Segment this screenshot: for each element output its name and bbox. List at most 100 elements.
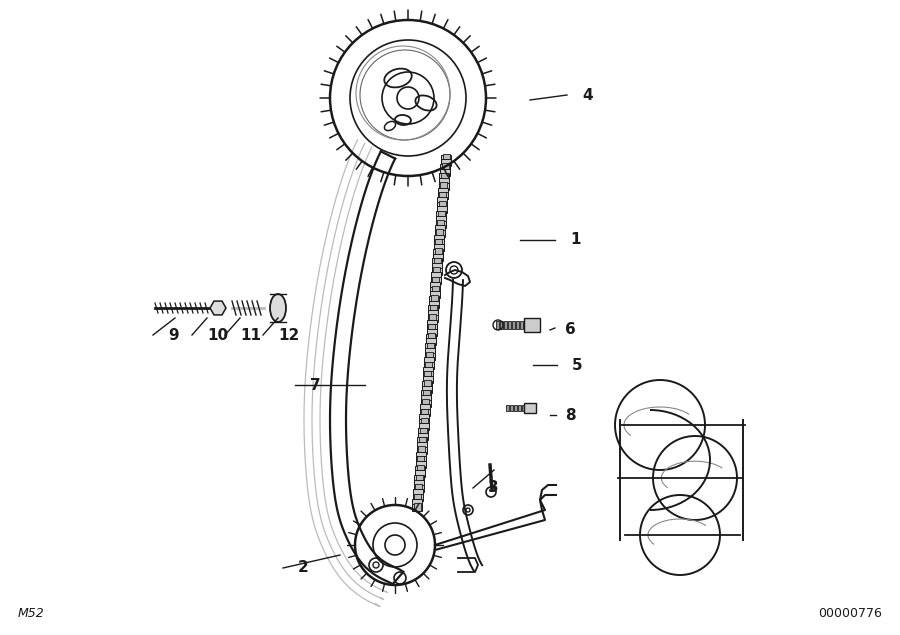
FancyBboxPatch shape: [514, 405, 517, 411]
FancyBboxPatch shape: [422, 399, 429, 407]
FancyBboxPatch shape: [437, 202, 447, 209]
FancyBboxPatch shape: [524, 321, 527, 329]
FancyBboxPatch shape: [431, 286, 438, 294]
FancyBboxPatch shape: [414, 493, 421, 502]
FancyBboxPatch shape: [439, 192, 446, 200]
Text: 8: 8: [565, 408, 576, 422]
FancyBboxPatch shape: [415, 484, 422, 492]
FancyBboxPatch shape: [434, 239, 444, 246]
FancyBboxPatch shape: [432, 277, 439, 284]
FancyBboxPatch shape: [430, 286, 440, 293]
FancyBboxPatch shape: [416, 461, 426, 468]
FancyBboxPatch shape: [419, 427, 427, 436]
FancyBboxPatch shape: [426, 334, 436, 341]
FancyBboxPatch shape: [425, 348, 435, 355]
FancyBboxPatch shape: [439, 178, 449, 185]
FancyBboxPatch shape: [416, 457, 426, 464]
FancyBboxPatch shape: [417, 465, 424, 473]
FancyBboxPatch shape: [520, 321, 523, 329]
FancyBboxPatch shape: [427, 324, 436, 331]
FancyBboxPatch shape: [441, 159, 451, 166]
FancyBboxPatch shape: [436, 206, 446, 213]
FancyBboxPatch shape: [417, 447, 427, 454]
FancyBboxPatch shape: [437, 220, 444, 228]
Polygon shape: [210, 301, 226, 315]
FancyBboxPatch shape: [438, 192, 448, 199]
FancyBboxPatch shape: [441, 154, 451, 161]
FancyBboxPatch shape: [438, 201, 446, 209]
FancyBboxPatch shape: [420, 404, 430, 411]
FancyBboxPatch shape: [420, 400, 430, 407]
FancyBboxPatch shape: [428, 324, 436, 331]
FancyBboxPatch shape: [413, 494, 423, 501]
Text: 6: 6: [565, 323, 576, 337]
FancyBboxPatch shape: [431, 295, 437, 304]
FancyBboxPatch shape: [414, 485, 424, 491]
FancyBboxPatch shape: [427, 343, 434, 351]
FancyBboxPatch shape: [436, 229, 443, 237]
FancyBboxPatch shape: [429, 296, 439, 303]
FancyBboxPatch shape: [442, 163, 449, 171]
FancyBboxPatch shape: [428, 305, 438, 312]
FancyBboxPatch shape: [416, 475, 423, 483]
FancyBboxPatch shape: [426, 352, 433, 360]
FancyBboxPatch shape: [508, 321, 511, 329]
FancyBboxPatch shape: [428, 310, 438, 317]
FancyBboxPatch shape: [429, 314, 436, 323]
FancyBboxPatch shape: [436, 216, 446, 223]
FancyBboxPatch shape: [440, 164, 450, 171]
FancyBboxPatch shape: [426, 361, 432, 370]
FancyBboxPatch shape: [418, 456, 425, 464]
FancyBboxPatch shape: [433, 267, 440, 275]
Text: 11: 11: [240, 328, 261, 342]
FancyBboxPatch shape: [420, 418, 427, 426]
FancyBboxPatch shape: [417, 451, 427, 458]
FancyBboxPatch shape: [429, 291, 439, 298]
Text: 00000776: 00000776: [818, 607, 882, 620]
FancyBboxPatch shape: [424, 362, 434, 369]
FancyBboxPatch shape: [413, 503, 420, 511]
FancyBboxPatch shape: [431, 277, 441, 284]
FancyBboxPatch shape: [432, 258, 443, 265]
FancyBboxPatch shape: [430, 305, 437, 313]
FancyBboxPatch shape: [412, 498, 422, 506]
FancyBboxPatch shape: [423, 390, 430, 398]
FancyBboxPatch shape: [516, 321, 519, 329]
FancyBboxPatch shape: [418, 446, 425, 455]
FancyBboxPatch shape: [414, 480, 424, 487]
FancyBboxPatch shape: [441, 173, 448, 181]
FancyBboxPatch shape: [424, 380, 431, 389]
FancyBboxPatch shape: [438, 187, 448, 194]
FancyBboxPatch shape: [417, 442, 428, 449]
FancyBboxPatch shape: [423, 371, 433, 378]
FancyBboxPatch shape: [428, 333, 435, 341]
FancyBboxPatch shape: [430, 282, 440, 289]
FancyBboxPatch shape: [422, 385, 432, 392]
FancyBboxPatch shape: [423, 376, 433, 383]
FancyBboxPatch shape: [431, 272, 441, 279]
FancyBboxPatch shape: [496, 321, 499, 329]
FancyBboxPatch shape: [419, 409, 430, 416]
FancyBboxPatch shape: [510, 405, 513, 411]
FancyBboxPatch shape: [432, 268, 442, 275]
FancyBboxPatch shape: [424, 358, 434, 364]
Text: 1: 1: [570, 232, 580, 248]
FancyBboxPatch shape: [435, 230, 445, 237]
FancyBboxPatch shape: [421, 391, 431, 398]
FancyBboxPatch shape: [419, 418, 429, 425]
FancyBboxPatch shape: [414, 475, 425, 482]
FancyBboxPatch shape: [423, 367, 434, 374]
FancyBboxPatch shape: [506, 405, 509, 411]
Text: 2: 2: [298, 561, 309, 575]
FancyBboxPatch shape: [428, 319, 437, 326]
Ellipse shape: [270, 294, 286, 322]
FancyBboxPatch shape: [421, 395, 431, 402]
FancyBboxPatch shape: [434, 258, 441, 266]
FancyBboxPatch shape: [432, 263, 442, 270]
Text: 10: 10: [207, 328, 228, 342]
Text: 12: 12: [278, 328, 299, 342]
Text: 5: 5: [572, 358, 582, 373]
FancyBboxPatch shape: [518, 405, 521, 411]
FancyBboxPatch shape: [512, 321, 515, 329]
FancyBboxPatch shape: [426, 338, 436, 345]
